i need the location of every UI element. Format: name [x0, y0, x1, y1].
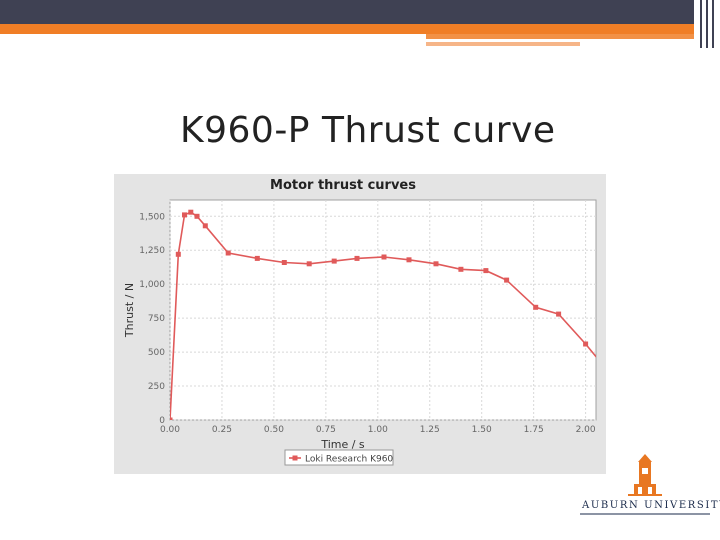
thrust-chart: 0 250 500 750 1,000 1,250 1,500 0.00 0.25 0.50 0.7…	[123, 178, 597, 466]
data-point	[458, 266, 464, 272]
legend-box	[284, 449, 394, 466]
data-point	[381, 254, 387, 260]
data-point	[188, 209, 194, 215]
y-axis-label: Thrust / N	[123, 283, 136, 338]
x-axis-label: Time / s	[320, 438, 365, 451]
x-tick-label: 0.75	[316, 425, 336, 435]
data-point	[504, 277, 510, 283]
series-line	[170, 211, 596, 420]
y-tick-label: 0	[159, 416, 165, 426]
data-point	[170, 417, 173, 420]
x-tick-label: 1.25	[420, 425, 440, 435]
series-group	[170, 209, 596, 420]
data-point	[202, 223, 208, 229]
x-tick-label: 1.50	[472, 425, 492, 435]
tower-icon	[628, 454, 662, 496]
data-point	[182, 212, 187, 218]
x-tick-label: 1.75	[524, 425, 544, 435]
legend-swatch-marker	[292, 455, 298, 461]
x-tick-label: 0.00	[160, 425, 180, 435]
data-point	[225, 250, 231, 256]
data-point	[556, 311, 562, 317]
x-tick-label: 0.50	[264, 425, 284, 435]
y-tick-label: 1,500	[139, 212, 165, 222]
x-tick-label: 0.25	[212, 425, 232, 435]
logo-wordmark: AUBURN UNIVERSITY	[582, 500, 720, 511]
data-point	[354, 255, 360, 261]
y-tick-label: 1,250	[139, 246, 165, 256]
header-accent-bar	[0, 24, 694, 34]
slide-title: K960-P Thrust curve	[180, 110, 556, 151]
data-point	[533, 304, 539, 310]
data-point	[331, 258, 337, 264]
data-point	[254, 255, 260, 261]
data-point	[583, 341, 589, 347]
data-point	[433, 261, 439, 267]
data-point	[406, 257, 412, 263]
header-accent-line	[426, 34, 696, 39]
legend-label: Loki Research K960	[305, 455, 393, 465]
auburn-logo	[580, 454, 710, 515]
x-tick-label: 2.00	[576, 425, 596, 435]
y-tick-label: 750	[148, 314, 165, 324]
header-bar	[0, 0, 720, 24]
header-accent-line-short	[426, 42, 580, 46]
x-tick-label: 1.00	[368, 425, 388, 435]
data-point	[194, 213, 200, 219]
header-corner-decoration	[694, 0, 720, 48]
y-tick-label: 500	[148, 348, 165, 358]
data-point	[306, 261, 312, 267]
plot-area	[169, 199, 597, 421]
data-point	[483, 268, 489, 274]
y-tick-label: 1,000	[139, 280, 165, 290]
chart-title: Motor thrust curves	[270, 178, 416, 193]
y-tick-label: 250	[148, 382, 165, 392]
data-point	[175, 251, 181, 257]
data-point	[281, 260, 287, 265]
